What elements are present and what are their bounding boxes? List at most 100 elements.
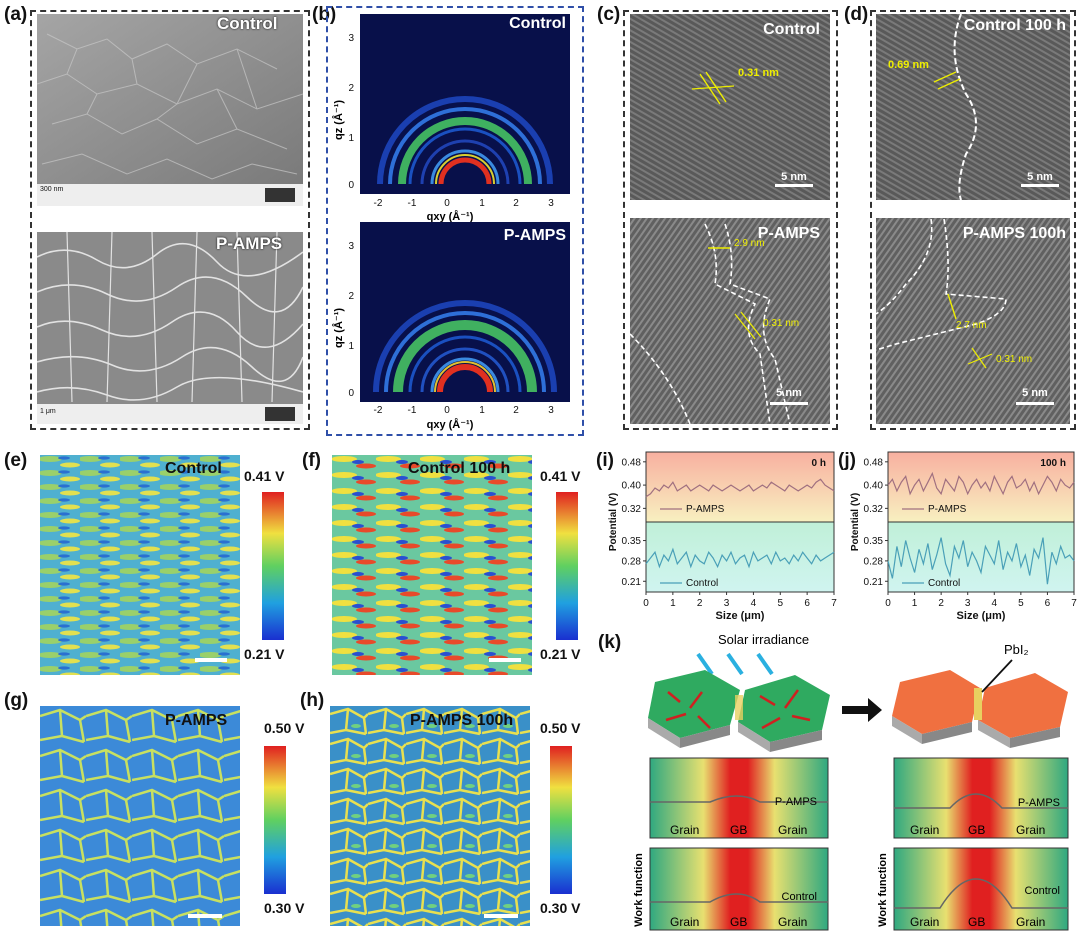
- panel-c-frame: [623, 10, 838, 430]
- bottom-line: [645, 547, 835, 569]
- panel-k-schematic: Solar irradiance PbI₂ P-AMPS Grain GB: [633, 632, 1069, 931]
- chart-top-bg: [646, 452, 834, 522]
- giwaxs-control-rings: [377, 96, 553, 185]
- top-legend-label: P-AMPS: [928, 504, 967, 515]
- panel-e-letter: (e): [4, 450, 28, 471]
- kpfm-e-colorbar: [262, 492, 284, 640]
- tem-d-top-label: Control 100 h: [964, 17, 1066, 34]
- giwaxs-plots: Control 0 1 2 3 -2 -1 0 1 2 3 qxy (Å⁻¹) …: [332, 14, 570, 431]
- panel-a-letter: (a): [4, 4, 28, 25]
- kpfm-f-map: [332, 455, 532, 675]
- kpfm-h-cbar-top: 0.50 V: [540, 720, 581, 736]
- chart-j: 0.48 0.40 0.32 P-AMPS 0.35 0.28 0.21 Control 100…: [850, 451, 1077, 622]
- k-wf-left-ylabel: Work function: [633, 853, 645, 927]
- chart-bottom-bg: [646, 522, 834, 592]
- svg-text:0: 0: [444, 405, 450, 416]
- panel-i-letter: (i): [596, 450, 614, 471]
- chart-bottom-bg: [888, 522, 1074, 592]
- k-wf-lb-grain2: Grain: [778, 915, 807, 929]
- k-wf-left-bottom: [649, 847, 829, 931]
- top-ytick-label: 0.40: [864, 481, 884, 492]
- kpfm-f-colorbar: [556, 492, 578, 640]
- panel-d-letter: (d): [844, 4, 869, 25]
- xtick-label: 6: [804, 598, 810, 609]
- chart-xlabel: Size (μm): [716, 610, 765, 622]
- kpfm-g-cbar-top: 0.50 V: [264, 720, 305, 736]
- kpfm-h-map: [330, 706, 530, 926]
- tem-c-bottom-width: 2.9 nm: [734, 238, 765, 249]
- tem-d-bottom-scale: 5 nm: [1022, 387, 1048, 399]
- panel-a-bottom-label: P-AMPS: [216, 234, 283, 253]
- top-ytick-label: 0.32: [864, 504, 884, 515]
- k-wf-lt-grain2: Grain: [778, 823, 807, 837]
- k-grains-right: [892, 659, 1068, 748]
- tem-d: 0.69 nm Control 100 h 5 nm 2.7 nm 0.31 n…: [876, 14, 1070, 424]
- kpfm-e-label: Control: [165, 460, 222, 477]
- bottom-line: [887, 537, 1075, 585]
- panel-a-scale-bottom: 1 μm: [40, 408, 56, 415]
- tem-c-bottom-scale: 5 nm: [776, 387, 802, 399]
- tem-c-top-spacing: 0.31 nm: [738, 67, 779, 79]
- xtick-label: 7: [831, 598, 837, 609]
- svg-text:2: 2: [513, 405, 519, 416]
- k-wf-rt-pamps: P-AMPS: [1018, 797, 1060, 809]
- xtick-label: 5: [1018, 598, 1024, 609]
- xtick-label: 0: [643, 598, 649, 609]
- kpfm-f-cbar-bottom: 0.21 V: [540, 646, 581, 662]
- xtick-label: 2: [938, 598, 944, 609]
- chart-title: 0 h: [812, 458, 826, 469]
- tem-d-bottom-width: 2.7 nm: [956, 320, 987, 331]
- kpfm-h-colorbar: [550, 746, 572, 894]
- tem-c-bottom-label: P-AMPS: [758, 225, 821, 242]
- panel-b-letter: (b): [312, 4, 337, 25]
- panel-j-letter: (j): [838, 450, 856, 471]
- kpfm-g-map: [40, 706, 240, 926]
- svg-text:1: 1: [348, 133, 354, 144]
- tem-c-top-scale: 5 nm: [781, 171, 807, 183]
- svg-text:0: 0: [444, 198, 450, 209]
- k-wf-rb-gb: GB: [968, 915, 985, 929]
- xtick-label: 3: [724, 598, 730, 609]
- k-wf-lb-control: Control: [782, 891, 817, 903]
- tem-d-top-spacing: 0.69 nm: [888, 59, 929, 71]
- tem-c: 0.31 nm Control 5 nm 2.9 nm 0.31 nm P-AM…: [630, 14, 830, 424]
- k-arrow: [842, 698, 882, 722]
- k-wf-lt-pamps: P-AMPS: [775, 796, 817, 808]
- svg-text:-2: -2: [374, 405, 383, 416]
- xtick-label: 4: [751, 598, 757, 609]
- svg-text:3: 3: [548, 405, 554, 416]
- chart-xlabel: Size (μm): [957, 610, 1006, 622]
- giwaxs-control-bg: [360, 14, 570, 194]
- k-wf-right-bottom: [893, 847, 1069, 931]
- tem-c-bottom-spacing: 0.31 nm: [763, 318, 799, 329]
- xtick-label: 5: [778, 598, 784, 609]
- k-solar-label: Solar irradiance: [718, 632, 809, 647]
- tem-d-top-scale: 5 nm: [1027, 171, 1053, 183]
- k-wf-rb-grain1: Grain: [910, 915, 939, 929]
- chart-i: 0.48 0.40 0.32 P-AMPS 0.35 0.28 0.21 Control 0 h…: [608, 451, 837, 622]
- panel-f-letter: (f): [302, 450, 321, 471]
- k-wf-lb-gb: GB: [730, 915, 747, 929]
- svg-text:1: 1: [348, 341, 354, 352]
- k-wf-right-top: [893, 757, 1069, 839]
- svg-text:-1: -1: [408, 198, 417, 209]
- giwaxs-top-xlabel: qxy (Å⁻¹): [427, 210, 474, 223]
- svg-text:0: 0: [348, 180, 354, 191]
- top-ytick-label: 0.32: [622, 504, 642, 515]
- svg-text:2: 2: [348, 291, 354, 302]
- k-wf-lt-gb: GB: [730, 823, 747, 837]
- panel-a-sem-control: [37, 14, 303, 206]
- sem-pamps-texture: [37, 232, 303, 424]
- svg-text:-2: -2: [374, 198, 383, 209]
- k-solar-arrows: [696, 652, 774, 676]
- giwaxs-bottom-xlabel: qxy (Å⁻¹): [427, 418, 474, 431]
- svg-text:-1: -1: [408, 405, 417, 416]
- xtick-label: 0: [885, 598, 891, 609]
- giwaxs-pamps-rings: [373, 300, 557, 393]
- giwaxs-control-label: Control: [509, 15, 566, 32]
- svg-text:1: 1: [479, 198, 485, 209]
- k-wf-lb-grain1: Grain: [670, 915, 699, 929]
- top-legend-label: P-AMPS: [686, 504, 725, 515]
- panel-a-scale-top: 300 nm: [40, 186, 64, 193]
- giwaxs-pamps-label: P-AMPS: [504, 227, 567, 244]
